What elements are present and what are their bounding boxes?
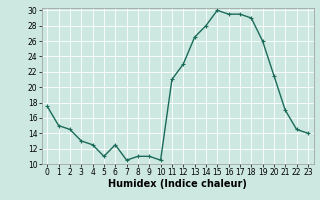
X-axis label: Humidex (Indice chaleur): Humidex (Indice chaleur) bbox=[108, 179, 247, 189]
